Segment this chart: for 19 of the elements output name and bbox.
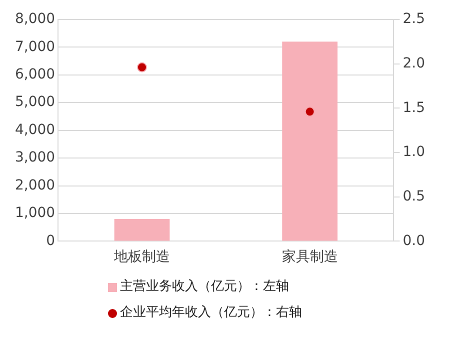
legend-label: 主营业务收入（亿元）：左轴 <box>120 278 289 296</box>
y2-tick-label: 1.0 <box>402 144 425 160</box>
x-tick-label: 家具制造 <box>282 249 338 266</box>
y2-tick-label: 2.0 <box>402 55 425 72</box>
y-tick-label: 2,000 <box>14 177 56 194</box>
y-tick-label: 6,000 <box>14 66 56 82</box>
y-tick-label: 0 <box>46 232 56 249</box>
y2-tick-label: 1.5 <box>402 100 425 116</box>
y-tick-label: 4,000 <box>14 122 56 138</box>
y-tick-label: 1,000 <box>14 205 56 222</box>
x-tick-label: 地板制造 <box>112 249 170 266</box>
y-tick-label: 8,000 <box>14 11 56 28</box>
y-tick-label: 7,000 <box>14 38 56 55</box>
y2-tick-label: 2.5 <box>402 11 425 28</box>
y-tick-label: 5,000 <box>14 94 56 110</box>
y2-tick-label: 0.0 <box>402 232 425 249</box>
legend-label: 企业平均年收入（亿元）：右轴 <box>120 304 302 322</box>
y2-tick-label: 0.5 <box>402 188 425 204</box>
y-tick-label: 3,000 <box>14 150 56 166</box>
